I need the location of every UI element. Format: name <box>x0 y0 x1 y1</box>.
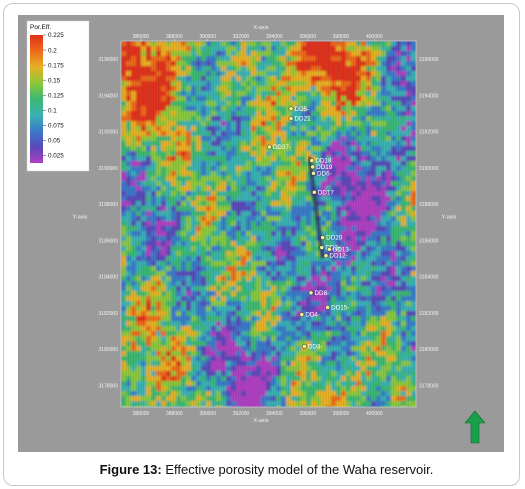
y-tick-label-right: 3190000 <box>419 166 439 172</box>
x-axis-title-top: X-axis <box>253 25 269 31</box>
well-marker <box>299 312 305 317</box>
y-tick-label-left: 3194000 <box>99 93 119 99</box>
y-tick-label-left: 3182000 <box>99 311 119 317</box>
figure-label: Figure 13: <box>99 462 162 477</box>
well-marker <box>326 247 332 252</box>
y-tick-label-left: 3180000 <box>99 347 119 353</box>
y-tick-label-right: 3192000 <box>419 130 439 136</box>
y-tick-label-left: 3186000 <box>99 238 119 244</box>
well-marker <box>311 170 316 176</box>
well-marker <box>309 158 315 163</box>
y-tick-label-right: 3180000 <box>419 347 439 353</box>
well-marker <box>301 343 307 349</box>
x-tick-label-top: 394000 <box>266 34 283 40</box>
porosity-legend: Por.Eff.0.225 0.2 0.175 0.15 0.125 0.1 0.075 0.… <box>26 20 90 172</box>
well-marker <box>308 290 314 296</box>
y-tick-label-right: 3178000 <box>419 383 439 389</box>
well-marker <box>325 304 331 310</box>
well-marker <box>320 235 326 240</box>
x-axis-title-bottom: X-axis <box>253 418 269 424</box>
legend-title: Por.Eff. <box>30 24 51 31</box>
x-tick-label-top: 392000 <box>233 34 250 40</box>
well-marker <box>288 106 294 112</box>
well-label: DD20 <box>326 235 343 242</box>
well-label: DD6- <box>317 170 332 177</box>
well-marker <box>288 116 294 121</box>
y-tick-label-right: 3194000 <box>419 93 439 99</box>
x-tick-label-top: 386000 <box>133 34 150 40</box>
well-label: DD19 <box>316 164 333 171</box>
x-tick-label-bottom: 400000 <box>366 411 383 417</box>
well-marker <box>311 189 317 195</box>
well-label: DD21 <box>295 116 312 123</box>
legend-item-label: 0.175 <box>48 62 64 69</box>
x-tick-label-top: 388000 <box>166 34 183 40</box>
well-label: DD3- <box>308 343 323 350</box>
figure-frame: 386000 386000 388000 388000 390000 390000 3920… <box>3 3 520 486</box>
x-tick-label-bottom: 396000 <box>299 411 316 417</box>
well-marker <box>310 164 316 170</box>
well-marker <box>323 253 329 259</box>
x-tick-label-bottom: 398000 <box>333 411 350 417</box>
x-tick-label-bottom: 386000 <box>133 411 150 417</box>
legend-item-label: 0.125 <box>48 92 64 99</box>
porosity-raster <box>121 41 416 407</box>
y-tick-label-left: 3196000 <box>99 57 119 63</box>
x-tick-label-bottom: 394000 <box>266 411 283 417</box>
well-label: DD5- <box>295 106 310 113</box>
well-marker <box>319 245 325 250</box>
well-label: DD37- <box>273 144 291 151</box>
north-arrow-shape <box>464 410 486 444</box>
x-tick-label-top: 396000 <box>299 34 316 40</box>
x-tick-label-bottom: 388000 <box>166 411 183 417</box>
x-tick-label-bottom: 390000 <box>199 411 216 417</box>
y-tick-label-left: 3178000 <box>99 383 119 389</box>
y-tick-label-left: 3184000 <box>99 275 119 281</box>
y-tick-label-left: 3190000 <box>99 166 119 172</box>
figure-caption-text: Effective porosity model of the Waha res… <box>161 462 434 477</box>
legend-item-label: 0.025 <box>48 153 64 160</box>
legend-item-label: 0.05 <box>48 138 61 145</box>
well-marker <box>266 144 272 150</box>
y-tick-label-right: 3184000 <box>419 275 439 281</box>
y-axis-title-right: Y-axis <box>442 215 457 221</box>
y-tick-label-right: 3188000 <box>419 202 439 208</box>
y-tick-label-right: 3182000 <box>419 311 439 317</box>
well-label: DD18 <box>315 158 332 165</box>
well-label: DD15- <box>331 304 349 311</box>
well-label: DD2- <box>325 245 340 252</box>
y-tick-label-right: 3186000 <box>419 238 439 244</box>
well-label: DD12- <box>330 253 348 260</box>
north-arrow-icon <box>464 410 486 444</box>
well-markers: DD5-DD21DD37-DD18DD19DD6-DD17DD20DD2-DD1… <box>266 106 351 350</box>
porosity-map-figure: 386000 386000 388000 388000 390000 390000 3920… <box>18 15 504 452</box>
legend-item-label: 0.225 <box>48 32 64 39</box>
map-axes: 386000 386000 388000 388000 390000 390000 3920… <box>73 25 457 424</box>
well-label: DD8- <box>315 290 330 297</box>
legend-item-label: 0.2 <box>48 47 57 54</box>
legend-item-label: 0.1 <box>48 107 57 114</box>
porosity-map: 386000 386000 388000 388000 390000 390000 3920… <box>26 20 486 444</box>
figure-caption: Figure 13: Effective porosity model of t… <box>4 462 525 477</box>
x-tick-label-top: 400000 <box>366 34 383 40</box>
x-tick-label-top: 390000 <box>199 34 216 40</box>
legend-item-label: 0.15 <box>48 77 61 84</box>
well-label: DD4- <box>305 312 320 319</box>
well-label: DD13- <box>333 246 351 253</box>
well-label: DD17 <box>318 189 335 196</box>
y-axis-title-left: Y-axis <box>73 215 88 221</box>
legend-item-label: 0.075 <box>48 123 64 130</box>
x-tick-label-top: 398000 <box>333 34 350 40</box>
y-tick-label-right: 3196000 <box>419 57 439 63</box>
x-tick-label-bottom: 392000 <box>233 411 250 417</box>
legend-color-bar <box>30 35 43 163</box>
y-tick-label-left: 3192000 <box>99 130 119 136</box>
y-tick-label-left: 3188000 <box>99 202 119 208</box>
